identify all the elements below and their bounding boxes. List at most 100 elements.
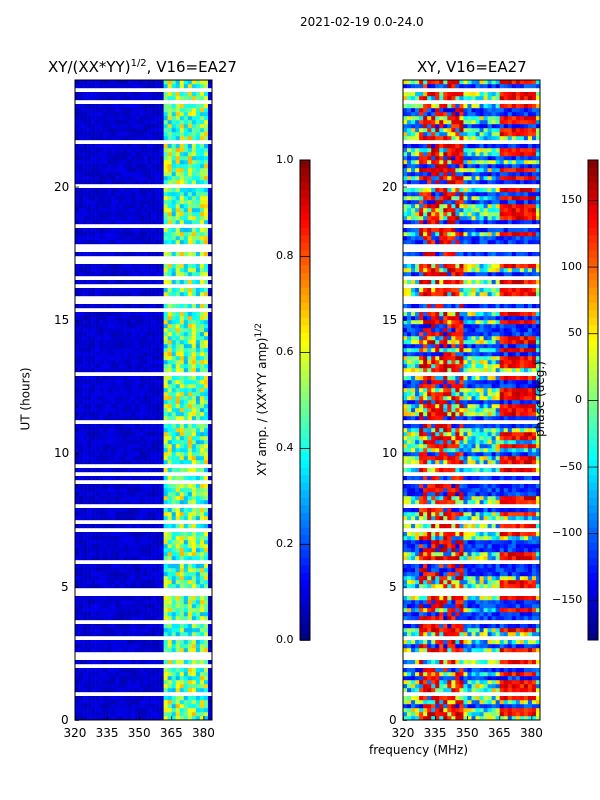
- heatmap-cell: [115, 460, 120, 465]
- heatmap-cell: [87, 456, 92, 461]
- heatmap-cell: [119, 320, 124, 325]
- heatmap-cell: [419, 688, 424, 693]
- heatmap-cell: [83, 132, 88, 137]
- heatmap-cell: [111, 212, 116, 217]
- heatmap-cell: [83, 556, 88, 561]
- heatmap-cell: [79, 160, 84, 165]
- heatmap-cell: [135, 220, 140, 225]
- heatmap-cell: [75, 512, 80, 517]
- heatmap-cell: [495, 644, 501, 649]
- heatmap-cell: [123, 172, 128, 177]
- heatmap-cell: [87, 356, 92, 361]
- heatmap-cell: [151, 684, 156, 689]
- heatmap-cell: [139, 292, 144, 297]
- heatmap-cell: [167, 396, 173, 401]
- heatmap-cell: [95, 180, 100, 185]
- heatmap-cell: [91, 388, 96, 393]
- heatmap-cell: [171, 104, 177, 109]
- heatmap-cell: [143, 164, 148, 169]
- heatmap-cell: [155, 468, 160, 473]
- heatmap-cell: [171, 188, 177, 193]
- heatmap-cell: [183, 680, 189, 685]
- heatmap-cell: [99, 704, 104, 709]
- heatmap-cell: [191, 696, 197, 701]
- heatmap-cell: [535, 684, 541, 689]
- heatmap-cell: [111, 700, 116, 705]
- heatmap-cell: [139, 108, 144, 113]
- heatmap-cell: [75, 496, 80, 501]
- heatmap-cell: [479, 700, 484, 705]
- heatmap-cell: [183, 616, 189, 621]
- heatmap-cell: [471, 696, 476, 701]
- heatmap-cell: [99, 172, 104, 177]
- heatmap-cell: [139, 344, 144, 349]
- heatmap-cell: [159, 324, 164, 329]
- heatmap-cell: [119, 536, 124, 541]
- heatmap-cell: [123, 80, 128, 85]
- heatmap-cell: [159, 396, 164, 401]
- heatmap-cell: [447, 700, 452, 705]
- heatmap-cell: [191, 556, 197, 561]
- heatmap-cell: [179, 80, 185, 85]
- heatmap-cell: [75, 572, 80, 577]
- heatmap-cell: [175, 136, 181, 141]
- heatmap-cell: [195, 268, 201, 273]
- heatmap-cell: [119, 96, 124, 101]
- heatmap-cell: [127, 512, 132, 517]
- heatmap-cell: [163, 568, 168, 573]
- heatmap-cell: [463, 688, 468, 693]
- heatmap-cell: [187, 304, 193, 309]
- heatmap-cell: [135, 332, 140, 337]
- heatmap-cell: [199, 516, 205, 521]
- heatmap-cell: [175, 232, 181, 237]
- heatmap-cell: [127, 380, 132, 385]
- heatmap-cell: [91, 696, 96, 701]
- heatmap-cell: [127, 124, 132, 129]
- heatmap-cell: [163, 488, 168, 493]
- heatmap-cell: [99, 508, 104, 513]
- heatmap-cell: [203, 408, 209, 413]
- heatmap-cell: [163, 212, 168, 217]
- heatmap-cell: [455, 700, 460, 705]
- heatmap-cell: [135, 500, 140, 505]
- heatmap-cell: [79, 208, 84, 213]
- heatmap-cell: [507, 688, 513, 693]
- heatmap-cell: [167, 132, 173, 137]
- heatmap-cell: [123, 144, 128, 149]
- heatmap-cell: [195, 216, 201, 221]
- heatmap-cell: [127, 412, 132, 417]
- heatmap-cell: [127, 368, 132, 373]
- heatmap-cell: [155, 552, 160, 557]
- heatmap-cell: [127, 408, 132, 413]
- heatmap-cell: [123, 556, 128, 561]
- heatmap-cell: [175, 624, 181, 629]
- heatmap-cell: [91, 360, 96, 365]
- heatmap-cell: [103, 340, 108, 345]
- heatmap-cell: [91, 492, 96, 497]
- heatmap-cell: [515, 704, 521, 709]
- heatmap-cell: [403, 716, 408, 721]
- heatmap-cell: [111, 540, 116, 545]
- heatmap-cell: [79, 360, 84, 365]
- heatmap-cell: [131, 648, 136, 653]
- heatmap-cell: [131, 468, 136, 473]
- heatmap-cell: [183, 104, 189, 109]
- heatmap-cell: [107, 96, 112, 101]
- heatmap-cell: [119, 240, 124, 245]
- heatmap-cell: [459, 672, 464, 677]
- heatmap-cell: [163, 380, 168, 385]
- heatmap-cell: [139, 564, 144, 569]
- heatmap-cell: [99, 200, 104, 205]
- heatmap-cell: [203, 152, 209, 157]
- heatmap-cell: [123, 292, 128, 297]
- heatmap-cell: [203, 104, 209, 109]
- heatmap-cell: [179, 192, 185, 197]
- heatmap-cell: [99, 144, 104, 149]
- heatmap-cell: [207, 172, 213, 177]
- heatmap-cell: [175, 680, 181, 685]
- heatmap-cell: [479, 672, 484, 677]
- heatmap-cell: [135, 204, 140, 209]
- heatmap-cell: [115, 192, 120, 197]
- heatmap-cell: [107, 424, 112, 429]
- heatmap-cell: [155, 332, 160, 337]
